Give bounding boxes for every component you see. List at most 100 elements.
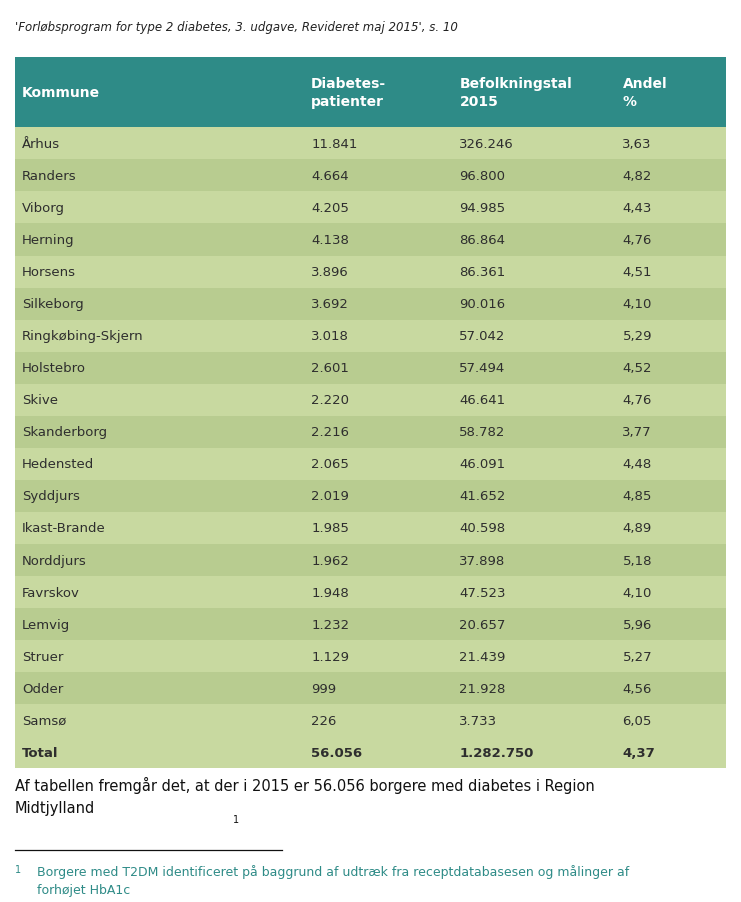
Text: Randers: Randers — [22, 170, 77, 183]
Text: Skanderborg: Skanderborg — [22, 426, 107, 438]
Bar — [15, 704, 726, 737]
Text: Hedensted: Hedensted — [22, 458, 95, 471]
Text: 1: 1 — [233, 814, 239, 824]
Text: 2.220: 2.220 — [311, 394, 349, 407]
Text: 1: 1 — [15, 864, 21, 874]
Text: Ringkøbing-Skjern: Ringkøbing-Skjern — [22, 330, 144, 343]
Text: Kommune: Kommune — [22, 86, 100, 100]
Bar — [15, 512, 726, 545]
Text: Lemvig: Lemvig — [22, 618, 70, 630]
Text: 3.733: 3.733 — [459, 714, 497, 727]
Bar — [15, 192, 726, 225]
Text: 4,37: 4,37 — [622, 746, 655, 759]
Text: Struer: Struer — [22, 650, 64, 663]
Text: 90.016: 90.016 — [459, 298, 505, 311]
Text: 3.018: 3.018 — [311, 330, 349, 343]
Text: 999: 999 — [311, 682, 336, 695]
Text: 1.129: 1.129 — [311, 650, 349, 663]
Bar — [15, 256, 726, 289]
Text: 4,89: 4,89 — [622, 522, 651, 535]
Text: Borgere med T2DM identificeret på baggrund af udtræk fra receptdatabasesen og må: Borgere med T2DM identificeret på baggru… — [37, 864, 629, 896]
Text: 'Forløbsprogram for type 2 diabetes, 3. udgave, Revideret maj 2015', s. 10: 'Forløbsprogram for type 2 diabetes, 3. … — [15, 21, 458, 33]
Text: 1.232: 1.232 — [311, 618, 349, 630]
Text: 3,77: 3,77 — [622, 426, 652, 438]
Text: 4.664: 4.664 — [311, 170, 349, 183]
Text: Silkeborg: Silkeborg — [22, 298, 84, 311]
Text: Af tabellen fremgår det, at der i 2015 er 56.056 borgere med diabetes i Region
M: Af tabellen fremgår det, at der i 2015 e… — [15, 776, 594, 815]
Text: Diabetes-
patienter: Diabetes- patienter — [311, 78, 386, 108]
Text: 2.601: 2.601 — [311, 362, 349, 375]
Text: 1.985: 1.985 — [311, 522, 349, 535]
Bar — [15, 384, 726, 417]
Text: 3.896: 3.896 — [311, 266, 349, 279]
Text: 47.523: 47.523 — [459, 586, 506, 599]
Text: 86.361: 86.361 — [459, 266, 505, 279]
Text: Herning: Herning — [22, 234, 75, 247]
Text: 4,76: 4,76 — [622, 394, 652, 407]
Text: Favrskov: Favrskov — [22, 586, 80, 599]
Text: Viborg: Viborg — [22, 202, 65, 215]
Text: 96.800: 96.800 — [459, 170, 505, 183]
Bar — [15, 417, 726, 448]
Text: 11.841: 11.841 — [311, 138, 358, 151]
Text: Skive: Skive — [22, 394, 59, 407]
Text: Samsø: Samsø — [22, 714, 67, 727]
Text: 4,10: 4,10 — [622, 298, 652, 311]
Text: 4,76: 4,76 — [622, 234, 652, 247]
Text: 20.657: 20.657 — [459, 618, 506, 630]
Text: Befolkningstal
2015: Befolkningstal 2015 — [459, 78, 572, 108]
Text: 58.782: 58.782 — [459, 426, 506, 438]
Bar — [15, 289, 726, 320]
Bar — [15, 320, 726, 353]
Bar — [15, 128, 726, 161]
Text: Andel
%: Andel % — [622, 78, 667, 108]
Bar — [15, 640, 726, 673]
Text: Horsens: Horsens — [22, 266, 76, 279]
Text: Syddjurs: Syddjurs — [22, 490, 80, 502]
Text: 3.692: 3.692 — [311, 298, 349, 311]
Text: Odder: Odder — [22, 682, 64, 695]
Text: 41.652: 41.652 — [459, 490, 506, 502]
Text: 4,82: 4,82 — [622, 170, 652, 183]
Text: Holstebro: Holstebro — [22, 362, 86, 375]
Bar — [15, 448, 726, 481]
Bar — [15, 161, 726, 192]
Text: 6,05: 6,05 — [622, 714, 652, 727]
Text: 4,51: 4,51 — [622, 266, 652, 279]
Text: 5,27: 5,27 — [622, 650, 652, 663]
Text: 326.246: 326.246 — [459, 138, 514, 151]
Text: 1.282.750: 1.282.750 — [459, 746, 534, 759]
Text: 2.216: 2.216 — [311, 426, 349, 438]
Text: 86.864: 86.864 — [459, 234, 505, 247]
Text: Århus: Århus — [22, 138, 60, 151]
Text: 5,96: 5,96 — [622, 618, 652, 630]
Bar — [15, 58, 726, 128]
Text: Total: Total — [22, 746, 59, 759]
Bar — [15, 481, 726, 512]
Text: 4,43: 4,43 — [622, 202, 652, 215]
Text: Norddjurs: Norddjurs — [22, 554, 87, 566]
Text: 4,48: 4,48 — [622, 458, 651, 471]
Bar — [15, 737, 726, 769]
Text: 4,10: 4,10 — [622, 586, 652, 599]
Text: 5,18: 5,18 — [622, 554, 652, 566]
Text: 21.439: 21.439 — [459, 650, 506, 663]
Bar — [15, 673, 726, 704]
Text: 226: 226 — [311, 714, 336, 727]
Text: 3,63: 3,63 — [622, 138, 652, 151]
Text: 4,85: 4,85 — [622, 490, 652, 502]
Text: 4,52: 4,52 — [622, 362, 652, 375]
Text: 46.641: 46.641 — [459, 394, 505, 407]
Text: 4.138: 4.138 — [311, 234, 349, 247]
Text: Ikast-Brande: Ikast-Brande — [22, 522, 106, 535]
Text: 57.042: 57.042 — [459, 330, 506, 343]
Bar — [15, 353, 726, 384]
Text: 37.898: 37.898 — [459, 554, 505, 566]
Text: 2.019: 2.019 — [311, 490, 349, 502]
Text: 57.494: 57.494 — [459, 362, 505, 375]
Text: 5,29: 5,29 — [622, 330, 652, 343]
Text: 4.205: 4.205 — [311, 202, 349, 215]
Text: 40.598: 40.598 — [459, 522, 505, 535]
Text: 46.091: 46.091 — [459, 458, 505, 471]
Text: 1.962: 1.962 — [311, 554, 349, 566]
